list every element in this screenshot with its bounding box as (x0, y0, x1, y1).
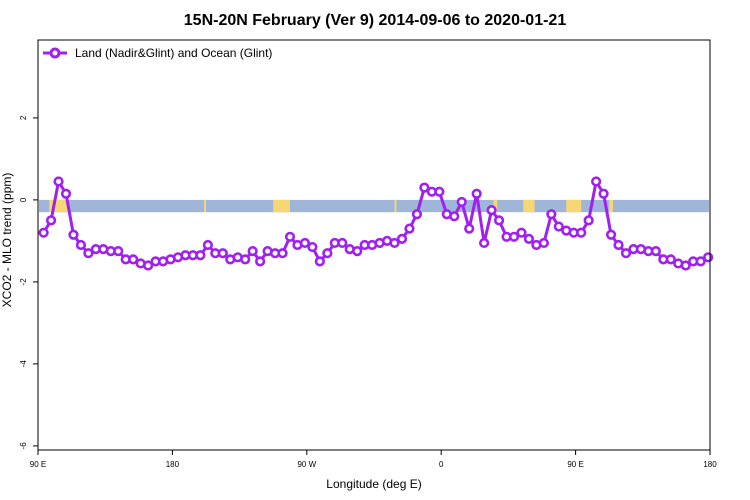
series-layer (38, 176, 714, 271)
land-segment (493, 199, 498, 213)
data-point (202, 239, 213, 251)
data-point (128, 254, 139, 265)
data-point (434, 186, 445, 197)
x-axis: 90 E 180 90 W 0 90 E 180 (30, 450, 717, 469)
data-point (113, 246, 124, 257)
plot-area (37, 39, 714, 451)
land-segment (273, 199, 290, 213)
y-tick-label: 2 (19, 115, 28, 120)
data-point (486, 205, 497, 216)
data-point (75, 239, 87, 251)
data-point (598, 188, 609, 199)
data-point (53, 176, 64, 187)
data-point (553, 221, 564, 232)
data-point (389, 237, 400, 249)
data-point (665, 254, 676, 265)
data-point (613, 239, 624, 251)
y-tick-label: -4 (19, 360, 28, 368)
data-point (419, 182, 430, 193)
data-point (620, 248, 632, 259)
y-axis-label: XCO2 - MLO trend (ppm) (0, 173, 14, 308)
legend-label: Land (Nadir&Glint) and Ocean (Glint) (75, 46, 272, 60)
x-axis-label: Longitude (deg E) (326, 477, 421, 491)
legend: Land (Nadir&Glint) and Ocean (Glint) (43, 46, 272, 60)
data-point (195, 250, 206, 261)
data-point (284, 231, 296, 242)
data-point (583, 215, 594, 226)
data-point (538, 237, 549, 249)
x-tick-label: 180 (166, 460, 180, 469)
data-point (456, 196, 467, 208)
data-point (68, 229, 79, 240)
x-tick-label: 90 E (30, 460, 46, 469)
data-point (695, 256, 706, 267)
data-point (299, 237, 311, 249)
data-point (45, 215, 57, 226)
reference-band (39, 199, 709, 213)
data-point (471, 188, 482, 199)
data-point (352, 246, 363, 257)
data-point (516, 227, 527, 238)
data-point (277, 248, 288, 259)
data-point (546, 209, 557, 220)
land-segment (204, 199, 206, 213)
land-segment (523, 199, 535, 213)
data-point (255, 256, 266, 267)
data-point (38, 227, 49, 238)
data-point (411, 209, 423, 220)
x-tick-label: 180 (703, 460, 717, 469)
data-point (337, 237, 348, 249)
data-point (479, 237, 490, 249)
data-point (703, 252, 714, 263)
data-point (247, 246, 258, 257)
data-point (650, 246, 661, 257)
data-point (396, 233, 408, 244)
land-segment (609, 199, 613, 213)
data-point (143, 260, 154, 271)
data-point (523, 233, 535, 244)
data-point (464, 223, 475, 234)
legend-marker-swatch (49, 47, 61, 59)
data-point (217, 248, 228, 259)
data-point (493, 215, 505, 226)
data-point (591, 176, 602, 187)
land-segment (394, 199, 397, 213)
data-point (240, 254, 251, 265)
x-tick-label: 0 (439, 460, 444, 469)
data-point (404, 223, 415, 234)
chart-title: 15N-20N February (Ver 9) 2014-09-06 to 2… (184, 12, 567, 29)
y-axis: -6 -4 -2 0 2 (19, 115, 38, 449)
data-point (322, 248, 333, 259)
data-point (83, 248, 94, 259)
data-point (605, 229, 617, 240)
y-tick-label: -2 (19, 278, 28, 286)
y-tick-label: -6 (19, 442, 28, 450)
data-point (307, 241, 318, 253)
x-tick-label: 90 W (297, 460, 316, 469)
y-tick-label: 0 (19, 197, 28, 202)
x-tick-label: 90 E (567, 460, 583, 469)
land-segment (566, 199, 582, 213)
data-point (508, 231, 520, 242)
data-point (449, 211, 460, 222)
ocean-band (39, 199, 709, 213)
data-point (60, 188, 72, 199)
data-point (680, 260, 691, 271)
data-point (314, 256, 325, 267)
data-point (576, 227, 587, 238)
plot-frame (37, 39, 711, 451)
